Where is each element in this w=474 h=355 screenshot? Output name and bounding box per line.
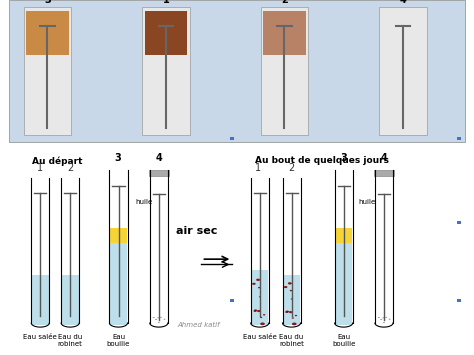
Bar <box>26 11 69 55</box>
Ellipse shape <box>284 286 287 288</box>
Ellipse shape <box>158 322 160 323</box>
Bar <box>145 11 187 55</box>
Bar <box>142 7 190 135</box>
Ellipse shape <box>292 317 294 319</box>
Text: 3: 3 <box>340 153 347 163</box>
Ellipse shape <box>286 311 289 312</box>
Bar <box>24 7 71 135</box>
Ellipse shape <box>258 287 260 288</box>
Text: Eau du
robinet: Eau du robinet <box>58 334 82 347</box>
Ellipse shape <box>290 290 292 291</box>
Bar <box>457 221 461 224</box>
Text: Ahmed katif: Ahmed katif <box>178 322 220 328</box>
Text: 3: 3 <box>44 0 51 5</box>
Text: 2: 2 <box>67 163 73 173</box>
Polygon shape <box>62 275 79 325</box>
Polygon shape <box>251 271 268 325</box>
Ellipse shape <box>292 323 297 325</box>
Ellipse shape <box>153 317 155 318</box>
Ellipse shape <box>259 296 261 297</box>
Bar <box>230 299 234 302</box>
Ellipse shape <box>285 311 288 313</box>
Text: 2: 2 <box>288 163 295 173</box>
Text: Eau
bouilie: Eau bouilie <box>332 334 356 347</box>
Ellipse shape <box>254 310 257 311</box>
Text: Eau salée: Eau salée <box>243 334 277 340</box>
Text: air sec: air sec <box>176 226 218 236</box>
Ellipse shape <box>155 319 157 320</box>
Ellipse shape <box>382 317 384 318</box>
Text: 1: 1 <box>37 163 43 173</box>
Bar <box>9 0 465 142</box>
Ellipse shape <box>385 317 387 318</box>
Ellipse shape <box>378 317 380 318</box>
Text: Eau
bouilie: Eau bouilie <box>107 334 130 347</box>
Polygon shape <box>32 275 49 325</box>
Text: Eau du
robinet: Eau du robinet <box>279 334 304 347</box>
Ellipse shape <box>254 310 256 312</box>
Text: 4: 4 <box>381 153 387 163</box>
Ellipse shape <box>260 322 265 325</box>
Ellipse shape <box>295 315 297 316</box>
Text: 2: 2 <box>281 0 288 5</box>
Bar <box>457 299 461 302</box>
Ellipse shape <box>252 283 255 285</box>
Bar <box>263 11 306 55</box>
Bar <box>379 7 427 135</box>
Ellipse shape <box>288 282 292 285</box>
Text: Au bout de quelques jours: Au bout de quelques jours <box>255 156 389 165</box>
Polygon shape <box>335 229 352 243</box>
Ellipse shape <box>256 279 260 281</box>
Ellipse shape <box>380 319 382 320</box>
Ellipse shape <box>257 310 261 312</box>
Text: 4: 4 <box>155 153 162 163</box>
Bar <box>261 7 308 135</box>
Ellipse shape <box>260 317 262 318</box>
Ellipse shape <box>157 317 159 318</box>
Text: 4: 4 <box>400 0 406 5</box>
Bar <box>374 170 394 176</box>
Polygon shape <box>283 275 300 325</box>
Text: Au départ: Au départ <box>32 156 82 166</box>
Polygon shape <box>335 243 352 325</box>
Text: Eau salée: Eau salée <box>23 334 57 340</box>
Ellipse shape <box>160 317 162 318</box>
Ellipse shape <box>383 322 385 323</box>
Polygon shape <box>110 243 127 325</box>
Ellipse shape <box>291 299 293 300</box>
Text: 1: 1 <box>255 163 261 173</box>
Text: 1: 1 <box>163 0 169 5</box>
Ellipse shape <box>263 314 265 316</box>
Text: huile: huile <box>359 200 376 205</box>
Polygon shape <box>110 229 127 243</box>
Bar <box>149 170 169 176</box>
Bar <box>457 137 461 140</box>
Text: 3: 3 <box>115 153 121 163</box>
Ellipse shape <box>289 311 292 313</box>
Text: huile: huile <box>135 200 152 205</box>
Bar <box>230 137 234 140</box>
Ellipse shape <box>164 319 165 320</box>
Ellipse shape <box>389 319 391 320</box>
